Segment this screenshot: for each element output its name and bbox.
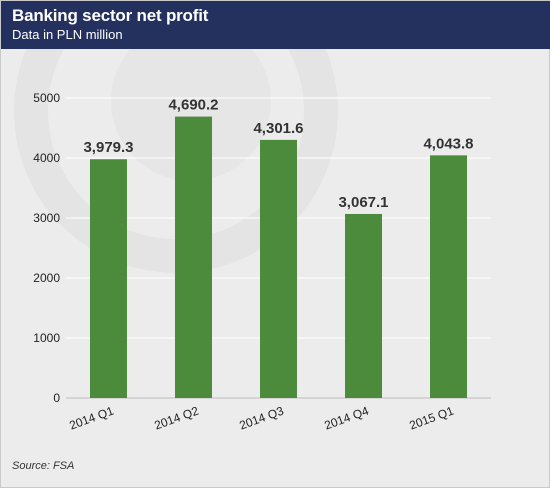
x-tick-label: 2014 Q4 [322, 404, 370, 433]
bar [345, 213, 382, 398]
source-note: Source: FSA [12, 460, 75, 472]
bar-value-label: 3,979.3 [83, 139, 133, 156]
y-tick-label: 0 [53, 391, 60, 405]
y-tick-label: 2000 [33, 271, 60, 285]
chart-header: Banking sector net profit Data in PLN mi… [1, 1, 550, 49]
x-tick-label: 2014 Q2 [152, 404, 200, 433]
bar [430, 155, 467, 398]
y-tick-label: 4000 [33, 151, 60, 165]
y-tick-label: 3000 [33, 211, 60, 225]
data-labels: 3,979.3 4,690.2 4,301.6 3,067.1 4,043.8 [83, 97, 473, 211]
chart-title: Banking sector net profit [12, 6, 209, 25]
bar-value-label: 4,690.2 [168, 97, 218, 114]
chart-subtitle: Data in PLN million [12, 27, 123, 42]
bar [260, 139, 297, 399]
x-tick-label: 2014 Q3 [237, 404, 285, 433]
bar [175, 116, 212, 398]
bars [90, 116, 467, 399]
bar-value-label: 4,301.6 [253, 120, 303, 137]
x-axis-tick-labels: 2014 Q1 2014 Q2 2014 Q3 2014 Q4 2015 Q1 [67, 404, 455, 433]
y-tick-label: 1000 [33, 331, 60, 345]
bar [90, 159, 127, 398]
x-tick-label: 2015 Q1 [407, 404, 455, 433]
bar-value-label: 3,067.1 [338, 194, 388, 211]
y-tick-label: 5000 [33, 91, 60, 105]
bar-value-label: 4,043.8 [423, 135, 473, 152]
y-axis-tick-labels: 0 1000 2000 3000 4000 5000 [33, 91, 60, 405]
x-tick-label: 2014 Q1 [67, 404, 115, 433]
